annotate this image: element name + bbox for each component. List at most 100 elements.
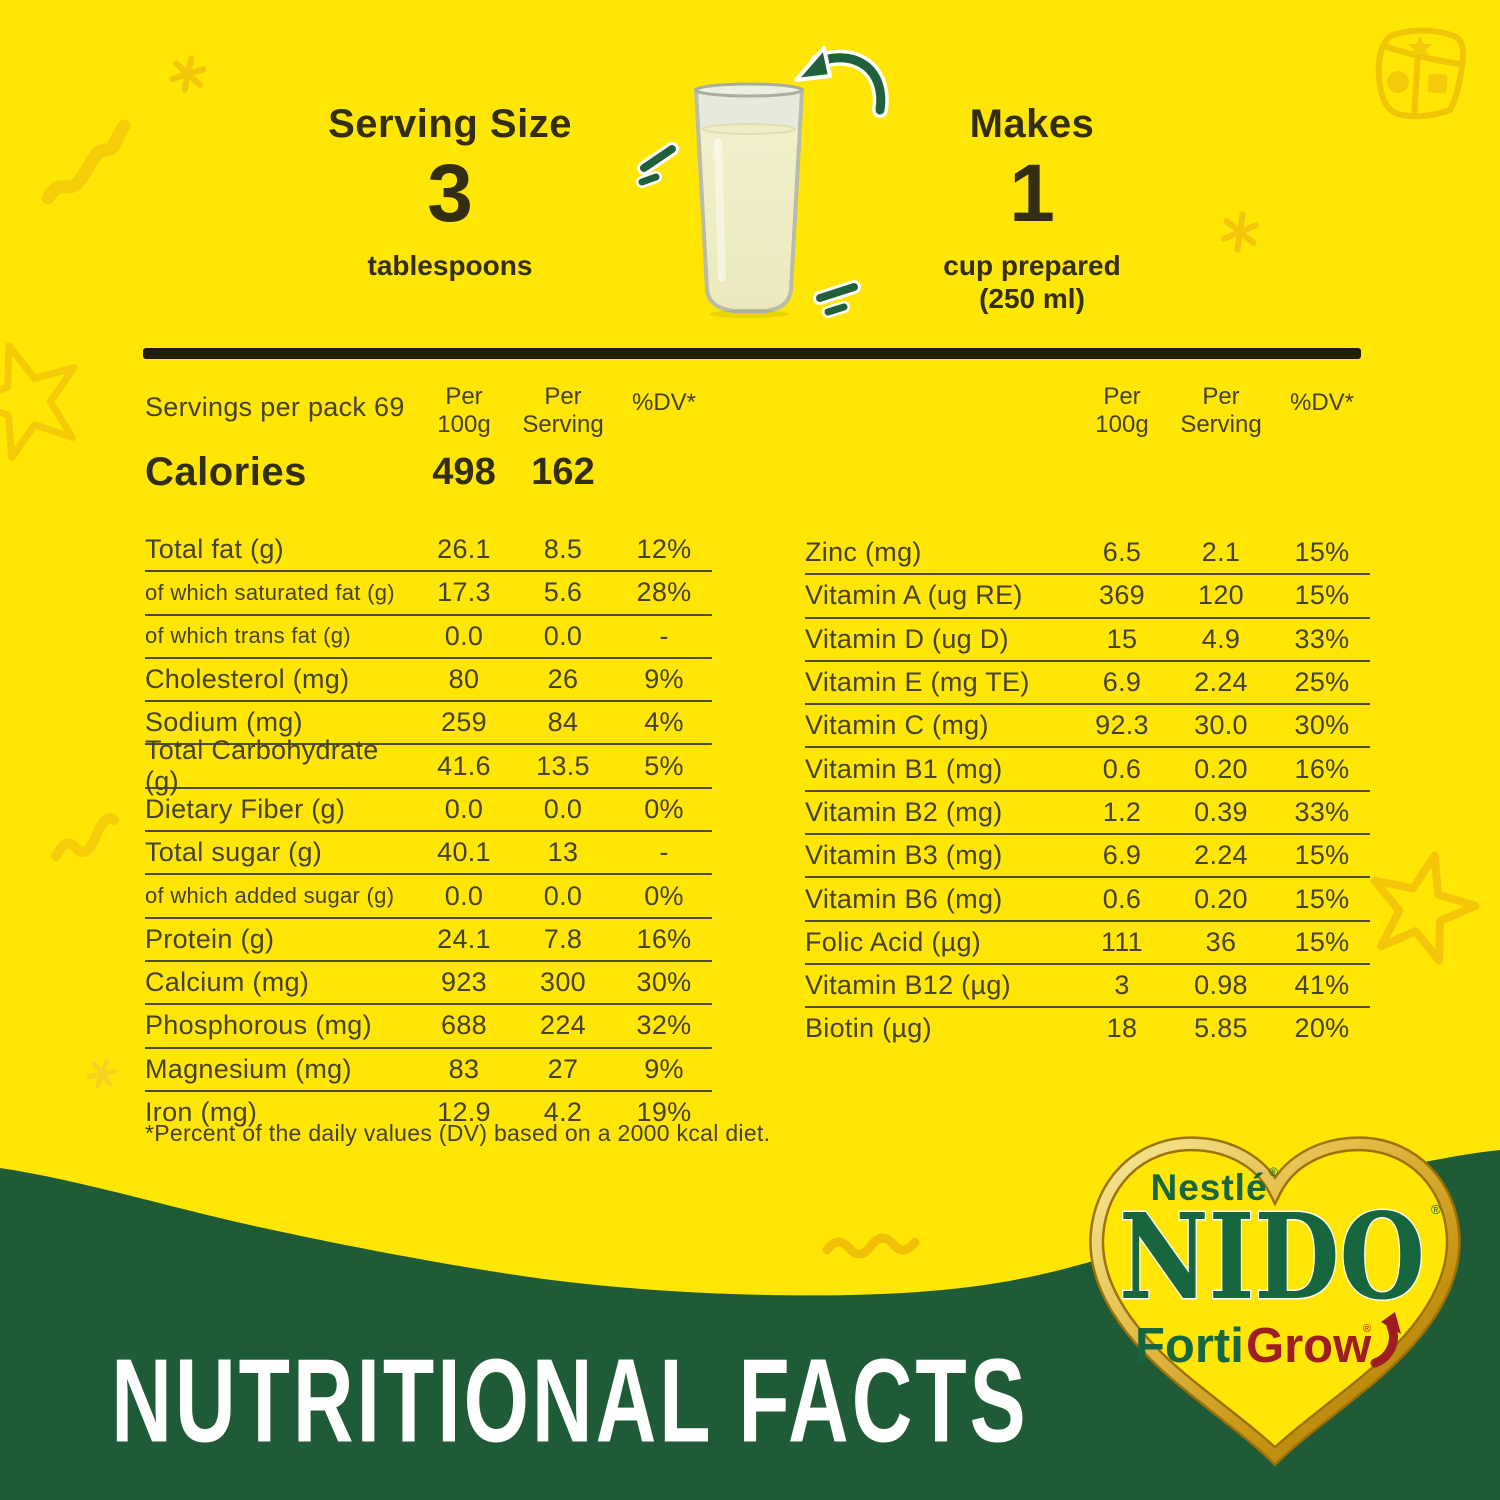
cell-per_100g: 6.9 [1102,667,1142,698]
serving-size-unit: tablespoons [367,250,533,281]
col-per-100g: Per 100g [1095,383,1149,438]
col-dv: %DV* [1289,389,1355,416]
cell-per_serving: 4.9 [1201,623,1241,654]
cell-per_serving: 2.1 [1201,537,1241,568]
cell-per_serving: 7.8 [543,923,583,954]
cell-per_serving: 0.98 [1194,970,1248,1001]
cell-per_serving: 30.0 [1194,710,1248,741]
milk-glass-image [693,82,805,318]
cell-per_serving: 0.0 [543,880,583,911]
cell-per_100g: 0.0 [444,620,484,651]
table-row: Total sugar (g) 40.1 13 - [145,832,712,876]
cell-per_serving: 2.24 [1194,667,1248,698]
fortigrow-registered-mark: ® [1363,1323,1371,1335]
cell-dv: 28% [636,577,692,608]
cell-label: Protein (g) [145,923,275,954]
cell-per_100g: 0.6 [1102,883,1142,914]
cell-per_100g: 26.1 [437,534,491,565]
cell-dv: 30% [636,967,692,998]
cell-per_serving: 13 [547,837,579,868]
cell-dv: 25% [1294,667,1350,698]
grow-wordmark: Grow [1246,1319,1372,1373]
table-row: of which added sugar (g) 0.0 0.0 0% [145,875,712,919]
cell-dv: 16% [636,923,692,954]
spacer [805,383,1076,392]
cell-label: Total sugar (g) [145,837,323,868]
table-row: Total Carbohydrate (g) 41.6 13.5 5% [145,735,712,796]
table-header-right: Per 100g Per Serving %DV* [805,383,1370,438]
cell-per_serving: 4.2 [543,1097,583,1127]
cell-per_serving: 120 [1198,580,1244,611]
calories-row: Calories 498 162 [145,450,712,495]
cell-dv: 15% [1294,840,1350,871]
cell-label: Vitamin B2 (mg) [805,796,1003,827]
table-row: Cholesterol (mg) 80 26 9% [145,659,712,703]
cell-dv: 20% [1294,1013,1350,1044]
forti-wordmark: Forti [1135,1319,1244,1373]
cell-per_serving: 26 [547,664,579,695]
cell-per_100g: 80 [448,664,480,695]
cell-dv: 0% [644,880,684,911]
table-row: Vitamin D (ug D) 15 4.9 33% [805,619,1370,662]
cell-label: Total fat (g) [145,534,284,565]
cell-label: of which trans fat (g) [145,623,351,649]
cell-dv: 33% [1294,796,1350,827]
cell-dv: 15% [1294,883,1350,914]
cell-per_serving: 84 [547,707,579,738]
cell-per_serving: 0.0 [543,620,583,651]
cell-dv: - [659,620,669,651]
cell-label: Magnesium (mg) [145,1053,352,1084]
makes-value: 1 [1009,148,1055,239]
cell-per_100g: 41.6 [437,750,491,781]
cell-label: of which added sugar (g) [145,883,395,909]
cell-dv: 16% [1294,753,1350,784]
cell-per_100g: 111 [1101,926,1143,957]
nutritional-facts-title: NUTRITIONAL FACTS [111,1333,1029,1467]
col-per-serving: Per Serving [522,383,604,438]
table-header-left: Servings per pack 69 Per 100g Per Servin… [145,383,712,438]
cell-per_serving: 0.20 [1194,883,1248,914]
col-per-100g: Per 100g [437,383,491,438]
cell-dv: 15% [1294,926,1350,957]
col-per-serving: Per Serving [1180,383,1262,438]
cell-per_100g: 6.9 [1102,840,1142,871]
cell-per_100g: 0.6 [1102,753,1142,784]
dash-marks-icon [636,142,679,188]
cell-per_100g: 40.1 [437,837,491,868]
cell-dv: 9% [644,1053,684,1084]
cell-label: Phosphorous (mg) [145,1010,372,1041]
cell-dv: - [659,837,669,868]
cell-label: Sodium (mg) [145,707,303,738]
nido-wordmark: NIDO [1119,1187,1425,1326]
serving-size-block: Serving Size 3 tablespoons [285,102,615,282]
nido-registered-mark: ® [1431,1202,1441,1217]
table-row: Dietary Fiber (g) 0.0 0.0 0% [145,789,712,833]
cell-label: Total Carbohydrate (g) [145,735,379,797]
cell-dv: 12% [636,534,692,565]
nutrition-table-right: Zinc (mg) 6.5 2.1 15% Vitamin A (ug RE) 369 12… [805,532,1370,1050]
arrow-icon [794,46,889,118]
nestle-wordmark: Nestlé [1150,1167,1267,1208]
cell-per_serving: 0.39 [1194,796,1248,827]
cell-per_100g: 92.3 [1095,710,1149,741]
sparkle-icon [86,1059,118,1089]
table-row: Total fat (g) 26.1 8.5 12% [145,529,712,573]
nestle-registered-mark: ® [1269,1165,1278,1179]
cell-per_100g: 1.2 [1102,796,1142,827]
table-row: Vitamin B2 (mg) 1.2 0.39 33% [805,792,1370,836]
cell-per_serving: 0.0 [543,793,583,824]
cell-label: Vitamin C (mg) [805,710,989,741]
makes-block: Makes 1 cup prepared (250 ml) [882,102,1182,315]
heart-gold-ring [1091,1138,1459,1464]
cell-per_100g: 15 [1106,623,1138,654]
cell-per_100g: 3 [1114,970,1130,1001]
table-row: Vitamin B12 (µg) 3 0.98 41% [805,965,1370,1009]
servings-per-pack: Servings per pack 69 [145,392,405,422]
table-row: Calcium (mg) 923 300 30% [145,962,712,1006]
table-row: Biotin (µg) 18 5.85 20% [805,1008,1370,1049]
table-row: Vitamin C (mg) 92.3 30.0 30% [805,705,1370,749]
cell-dv: 41% [1294,970,1350,1001]
cell-label: Calcium (mg) [145,967,310,998]
table-row: Vitamin E (mg TE) 6.9 2.24 25% [805,662,1370,706]
